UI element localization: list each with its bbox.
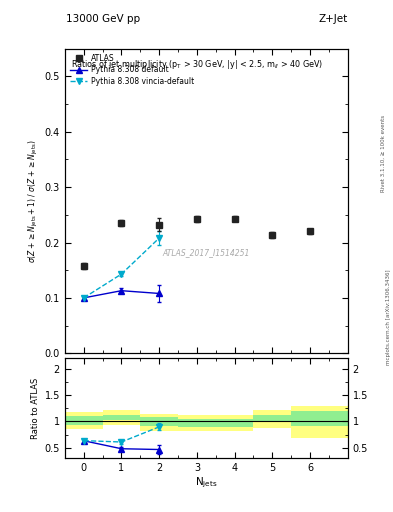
Y-axis label: Ratio to ATLAS: Ratio to ATLAS	[31, 378, 40, 439]
X-axis label: N$_{\rm jets}$: N$_{\rm jets}$	[195, 476, 218, 490]
Text: ATLAS_2017_I1514251: ATLAS_2017_I1514251	[163, 248, 250, 257]
Text: 13000 GeV pp: 13000 GeV pp	[66, 14, 140, 25]
Text: mcplots.cern.ch [arXiv:1306.3436]: mcplots.cern.ch [arXiv:1306.3436]	[386, 270, 391, 365]
Text: Ratios of jet multiplicity (p$_{\rm T}$ > 30 GeV, |y| < 2.5, m$_{ll}$ > 40 GeV): Ratios of jet multiplicity (p$_{\rm T}$ …	[70, 58, 323, 71]
Legend: ATLAS, Pythia 8.308 default, Pythia 8.308 vincia-default: ATLAS, Pythia 8.308 default, Pythia 8.30…	[69, 52, 196, 87]
Text: Z+Jet: Z+Jet	[319, 14, 348, 25]
Text: Rivet 3.1.10, ≥ 100k events: Rivet 3.1.10, ≥ 100k events	[381, 115, 386, 192]
Y-axis label: $\sigma(Z + \geq N_{\rm jets}+1)$ / $\sigma(Z + \geq N_{\rm jets})$: $\sigma(Z + \geq N_{\rm jets}+1)$ / $\si…	[28, 139, 40, 263]
